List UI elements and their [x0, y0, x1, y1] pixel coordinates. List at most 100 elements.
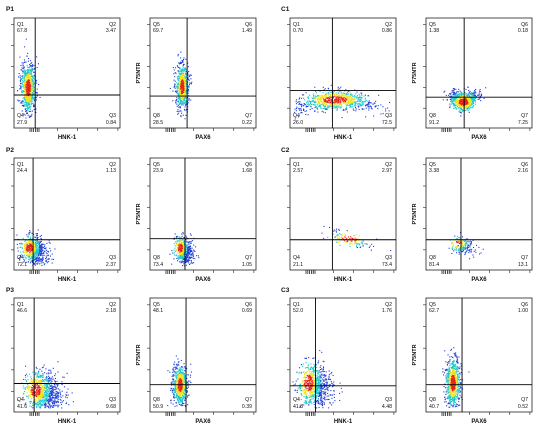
group-label: C2: [281, 147, 290, 154]
quadrant-name: Q6: [245, 302, 252, 308]
quadrant-value: 73.4: [382, 262, 392, 268]
x-axis-label: PAX6: [471, 419, 487, 425]
quadrant-value: 1.68: [242, 168, 252, 174]
quadrant-name: Q6: [245, 22, 252, 28]
axis-ticks: [11, 304, 119, 416]
y-axis-label: P75NTR: [136, 344, 142, 365]
event-cloud: [294, 84, 391, 120]
quadrant-name: Q7: [245, 255, 252, 261]
quadrant-name: Q2: [109, 302, 116, 308]
quadrant-name: Q7: [521, 255, 528, 261]
axis-ticks: [287, 304, 395, 416]
quadrant-value: 1.49: [242, 28, 252, 34]
event-cloud: [292, 350, 343, 409]
quadrant-value: 7.25: [518, 120, 528, 126]
x-axis-label: PAX6: [195, 419, 211, 425]
quadrant-name: Q2: [385, 22, 392, 28]
plot-frame: [149, 17, 257, 129]
quadrant-name: Q5: [429, 162, 436, 168]
quadrant-value: 69.7: [153, 28, 163, 34]
quadrant-value: 73.4: [153, 262, 163, 268]
x-axis-label: HNK-1: [58, 419, 77, 425]
quadrant-value: 1.00: [518, 308, 528, 314]
axis-ticks: [147, 304, 255, 416]
plot-frame: [13, 17, 121, 129]
quadrant-value: 2.97: [382, 168, 392, 174]
quadrant-value: 24.4: [17, 168, 27, 174]
quadrant-name: Q1: [293, 302, 300, 308]
event-cloud: [442, 347, 470, 408]
quadrant-value: 41.8: [293, 404, 303, 410]
quadrant-name: Q5: [153, 22, 160, 28]
quadrant-value: 40.7: [429, 404, 439, 410]
event-cloud: [17, 38, 41, 119]
quadrant-name: Q6: [521, 22, 528, 28]
quadrant-name: Q7: [245, 113, 252, 119]
quadrant-name: Q3: [385, 397, 392, 403]
quadrant-value: 2.18: [106, 308, 116, 314]
quadrant-name: Q4: [293, 113, 300, 119]
event-cloud: [167, 355, 192, 408]
quadrant-name: Q1: [293, 162, 300, 168]
quadrant-value: 3.47: [106, 28, 116, 34]
quadrant-name: Q2: [109, 22, 116, 28]
plot-frame: [289, 297, 397, 413]
axis-ticks: [423, 24, 531, 132]
quadrant-name: Q3: [385, 113, 392, 119]
quadrant-value: 23.9: [153, 168, 163, 174]
quadrant-value: 41.6: [17, 404, 27, 410]
event-cloud: [16, 229, 56, 266]
quadrant-value: 62.7: [429, 308, 439, 314]
plot-frame: [289, 157, 397, 271]
quadrant-name: Q8: [153, 113, 160, 119]
quadrant-value: 72.1: [17, 262, 27, 268]
quadrant-name: Q5: [153, 302, 160, 308]
axis-ticks: [287, 164, 395, 274]
quadrant-name: Q5: [153, 162, 160, 168]
quadrant-value: 48.1: [153, 308, 163, 314]
quadrant-name: Q6: [521, 302, 528, 308]
plot-frame: [149, 297, 257, 413]
quadrant-value: 2.57: [293, 168, 303, 174]
quadrant-value: 46.6: [17, 308, 27, 314]
quadrant-name: Q3: [385, 255, 392, 261]
y-axis-label: P75NTR: [136, 62, 142, 83]
quadrant-name: Q4: [17, 113, 24, 119]
x-axis-label: PAX6: [195, 277, 211, 283]
y-axis-label: P75NTR: [412, 203, 418, 224]
x-axis-label: HNK-1: [58, 277, 77, 283]
quadrant-value: 50.9: [153, 404, 163, 410]
axis-ticks: [423, 164, 531, 274]
y-axis-label: P75NTR: [412, 344, 418, 365]
quadrant-value: 13.1: [518, 262, 528, 268]
quadrant-name: Q1: [17, 162, 24, 168]
quadrant-value: 4.48: [382, 404, 392, 410]
axis-ticks: [287, 24, 395, 132]
quadrant-name: Q3: [109, 397, 116, 403]
quadrant-name: Q3: [109, 113, 116, 119]
quadrant-value: 21.1: [293, 262, 303, 268]
x-axis-label: PAX6: [471, 135, 487, 141]
quadrant-name: Q7: [521, 397, 528, 403]
group-label: C1: [281, 6, 290, 13]
quadrant-value: 1.05: [242, 262, 252, 268]
x-axis-label: HNK-1: [334, 419, 353, 425]
event-cloud: [17, 361, 74, 409]
quadrant-value: 2.16: [518, 168, 528, 174]
quadrant-value: 0.70: [293, 28, 303, 34]
quadrant-name: Q4: [293, 255, 300, 261]
quadrant-name: Q2: [385, 162, 392, 168]
axis-ticks: [11, 24, 119, 132]
quadrant-name: Q3: [109, 255, 116, 261]
quadrant-value: 1.38: [429, 28, 439, 34]
quadrant-value: 0.86: [382, 28, 392, 34]
quadrant-name: Q2: [385, 302, 392, 308]
